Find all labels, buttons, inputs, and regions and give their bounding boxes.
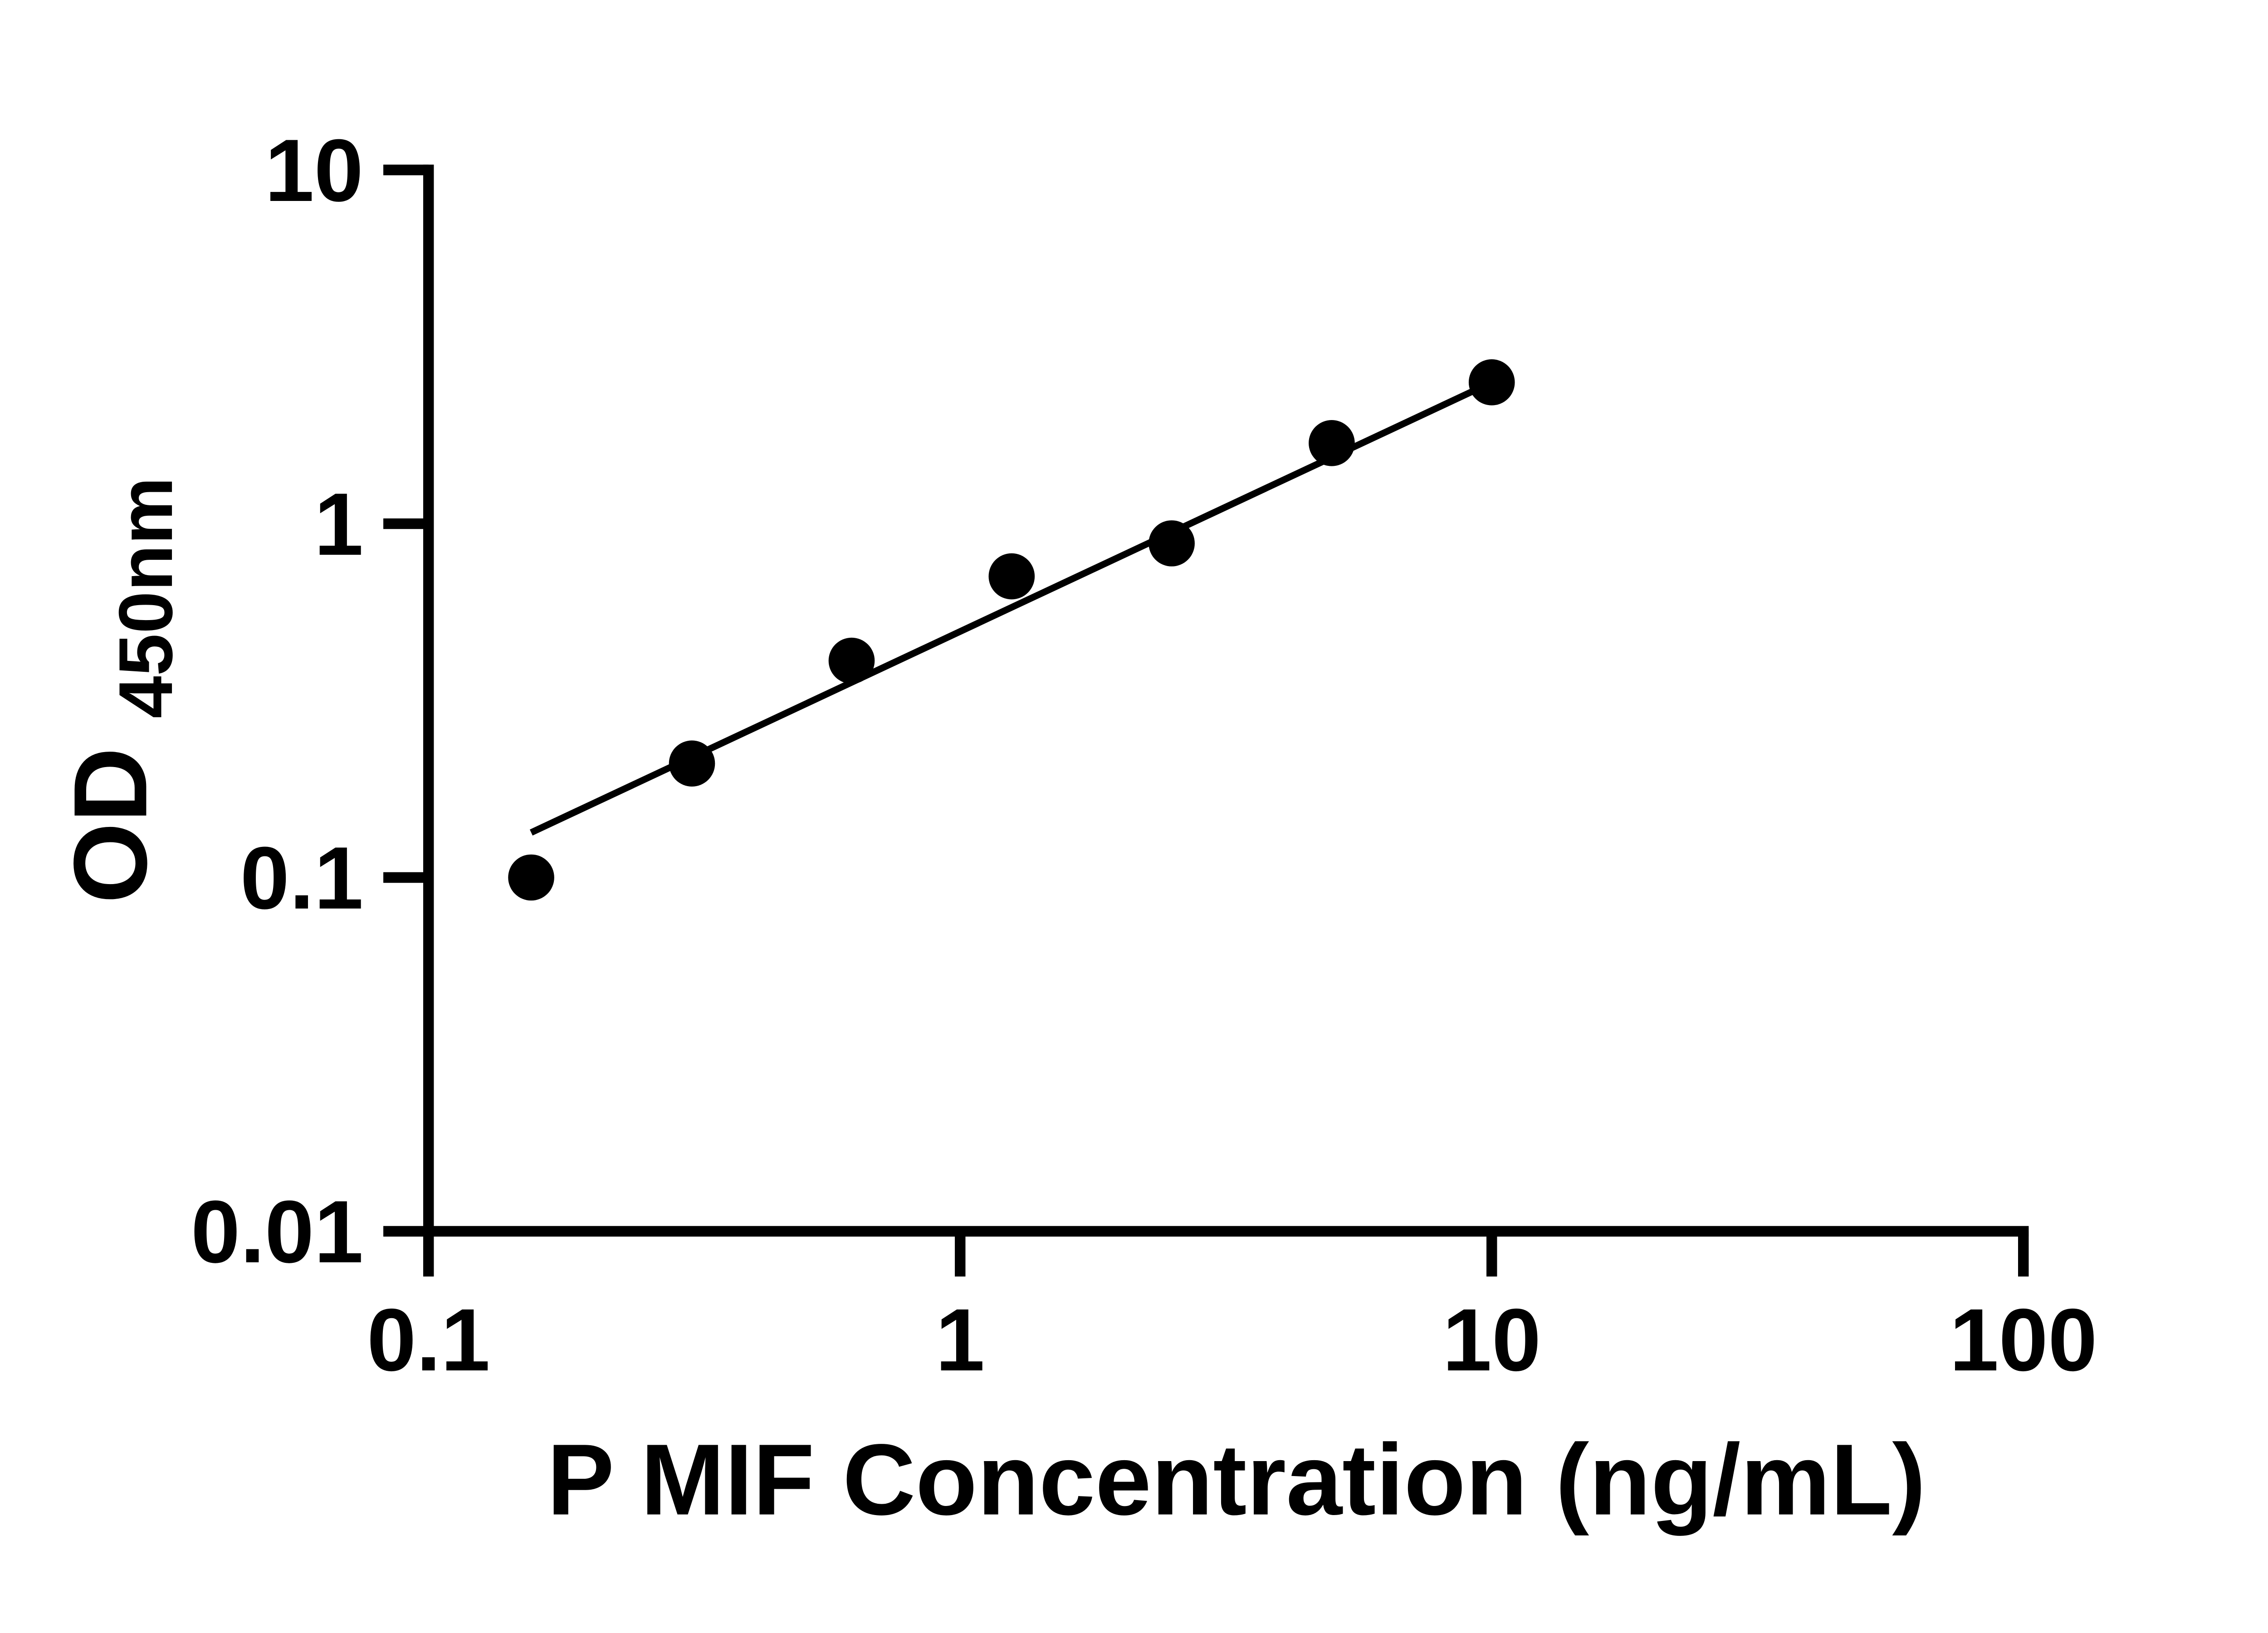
data-point bbox=[828, 637, 875, 684]
y-tick-label: 10 bbox=[265, 121, 363, 220]
data-point bbox=[1149, 520, 1195, 567]
y-tick-label: 1 bbox=[314, 475, 363, 574]
data-point bbox=[508, 854, 554, 901]
y-axis-title-subscript: 450nm bbox=[103, 477, 188, 718]
data-point bbox=[988, 553, 1035, 600]
y-tick-label: 0.01 bbox=[191, 1183, 363, 1281]
x-axis-title: P MIF Concentration (ng/mL) bbox=[547, 1423, 1926, 1536]
x-tick-label: 100 bbox=[1950, 1291, 2097, 1389]
x-tick-label: 10 bbox=[1442, 1291, 1541, 1389]
x-tick-label: 0.1 bbox=[367, 1291, 490, 1389]
y-axis-title-base: OD bbox=[52, 747, 168, 903]
y-tick-label: 0.1 bbox=[240, 829, 363, 928]
data-point bbox=[669, 740, 715, 787]
y-axis-title: OD 450nm bbox=[52, 477, 188, 904]
data-point bbox=[1309, 420, 1355, 466]
data-point bbox=[1468, 359, 1515, 406]
x-tick-label: 1 bbox=[935, 1291, 985, 1389]
